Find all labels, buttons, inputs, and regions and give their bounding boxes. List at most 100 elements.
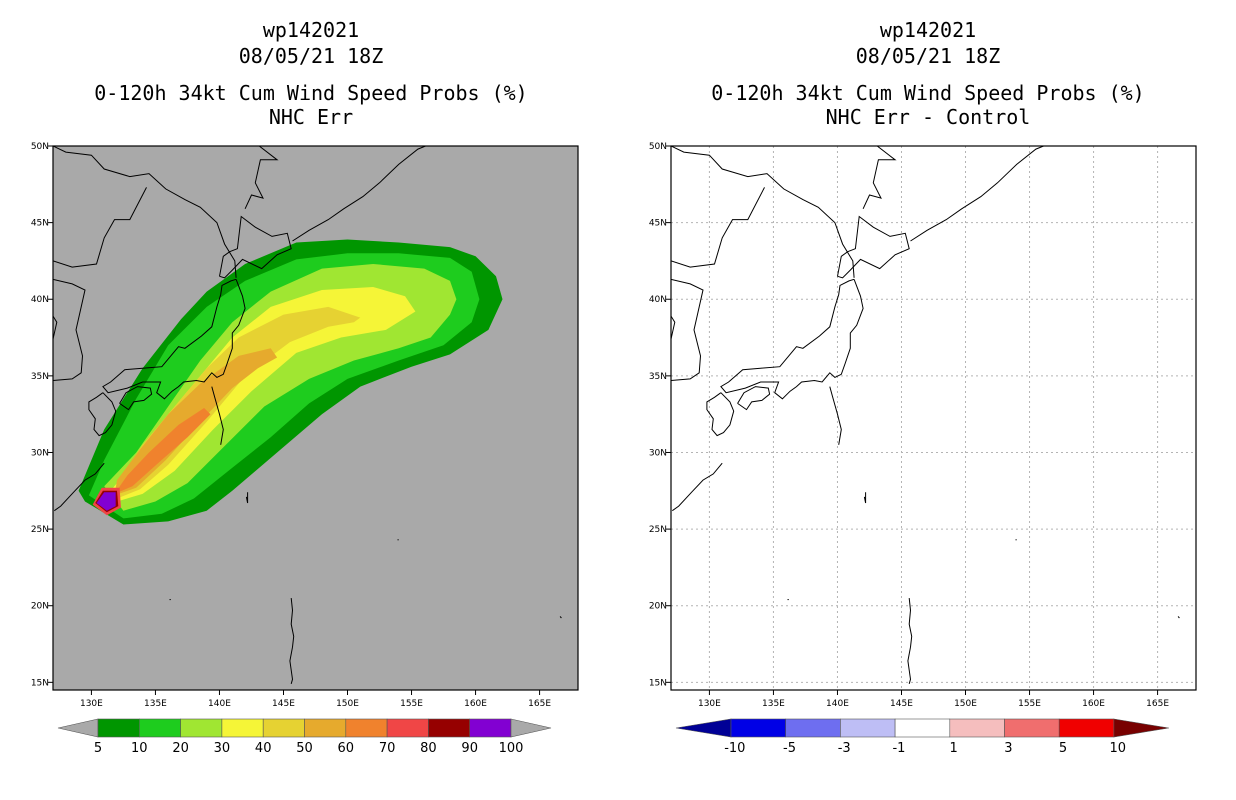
right-title-line-2: 08/05/21 18Z [855,44,1001,68]
left-title-line-4: NHC Err [268,105,354,129]
colorbar-segment [894,718,951,738]
coastline-shikoku [119,386,153,411]
coastline-sakhalin [862,146,897,210]
colorbar-label: 5 [1059,741,1067,756]
probability-contour-10 [88,253,480,519]
right-title-line-4: NHC Err - Control [825,105,1031,129]
y-tick-label: 45N [31,219,49,229]
coastline-kuril-islands [910,146,1044,242]
colorbar-label: 80 [420,741,437,756]
y-tick-label: 40N [31,295,49,305]
left-title-line-3: 0-120h 34kt Cum Wind Speed Probs (%) [94,81,528,105]
x-tick-label: 160E [1082,699,1105,709]
probability-contour-40 [117,306,361,499]
colorbar-label: 40 [255,741,272,756]
y-tick-label: 20N [649,602,667,612]
colorbar-under-triangle [57,718,99,738]
colorbar-segment [262,718,305,738]
coastline-korea-west-coast [53,315,58,340]
colorbar-segment [428,718,470,738]
x-tick-label: 165E [1146,699,1169,709]
colorbar-label: -10 [724,741,745,756]
colorbar-segment [139,718,181,738]
coastline-manchuria-inland [53,187,147,268]
x-tick-label: 140E [826,699,849,709]
coastline-asia-coast [53,146,237,278]
coastline-wake-island [559,616,562,619]
right-title-line-3: 0-120h 34kt Cum Wind Speed Probs (%) [711,81,1145,105]
x-tick-label: 150E [336,699,359,709]
y-tick-label: 15N [649,678,667,688]
y-tick-label: 50N [649,142,667,152]
colorbar-label: 100 [499,741,524,756]
map-plot-area [671,146,1196,690]
left-panel-title: wp142021 08/05/21 18Z 0-120h 34kt Cum Wi… [31,17,591,130]
coastline-kuril-islands [292,146,426,242]
coastline-sakhalin [244,146,279,210]
coastline-hokkaido [837,215,910,279]
x-tick-label: 140E [208,699,231,709]
map-frame [52,145,579,691]
left-colorbar: 5 10 20 30 40 50 60 70 80 90 100 [57,718,552,756]
colorbar-segment [221,718,264,738]
colorbar-label: 10 [1109,741,1126,756]
left-title-line-1: wp142021 [262,18,360,42]
colorbar-over-triangle [510,718,552,738]
colorbar-label: 60 [338,741,355,756]
coastline-korea-coast [671,278,704,381]
coastline-izu-islands [211,386,224,445]
coastline-wake-island [1177,616,1180,619]
left-map: 130E 135E 140E 145E 150E 155E 160E 165E 15N 20N 25… [31,142,579,709]
coastline-manchuria-inland [671,187,765,268]
probability-contour-20 [104,264,457,511]
colorbar-under-triangle [675,718,732,738]
coastline-asia-coast [671,146,855,278]
map-background [671,146,1196,690]
probability-contour-90 [96,492,116,511]
probability-contour-30 [110,287,416,502]
colorbar-segment [469,718,512,738]
coastline-bonin-islands [245,492,249,504]
x-tick-label: 150E [954,699,977,709]
coastline-shikoku [737,386,771,411]
coastline-korea-west-coast [671,315,676,340]
right-panel-title: wp142021 08/05/21 18Z 0-120h 34kt Cum Wi… [648,17,1208,130]
coastline-honshu [720,278,864,400]
y-tick-label: 15N [31,678,49,688]
y-tick-label: 50N [31,142,49,152]
coastline-izu-islands [829,386,842,445]
colorbar-segment [386,718,429,738]
colorbar-segment [180,718,223,738]
colorbar-label: 3 [1004,741,1012,756]
x-tick-label: 155E [400,699,423,709]
colorbar-segment [840,718,896,738]
coastline-kyushu [706,392,735,437]
colorbar-segment [1058,718,1115,738]
x-tick-label: 155E [1018,699,1041,709]
colorbar-segment [304,718,347,738]
map-plot-area [53,146,562,685]
probability-contour-70 [92,487,121,516]
colorbar-label: -3 [838,741,851,756]
colorbar-segment [785,718,841,738]
y-tick-label: 30N [649,448,667,458]
left-title-line-2: 08/05/21 18Z [238,44,384,68]
map-frame [670,145,1197,691]
colorbar-label: 1 [949,741,957,756]
coastline-korea-coast [53,278,86,381]
y-tick-label: 35N [31,372,49,382]
coastline-honshu [102,278,246,400]
colorbar-label: 30 [214,741,231,756]
x-tick-label: 135E [144,699,167,709]
x-tick-label: 130E [80,699,103,709]
colorbar-over-triangle [1113,718,1169,738]
colorbar-segment [97,718,140,738]
x-tick-label: 165E [528,699,551,709]
coastline-ryukyu-islands [672,462,723,512]
colorbar-label: -1 [892,741,905,756]
coastline-bonin-islands [863,492,867,504]
colorbar-label: 70 [379,741,396,756]
colorbar-label: -5 [783,741,796,756]
y-tick-label: 30N [31,448,49,458]
y-tick-label: 25N [31,525,49,535]
